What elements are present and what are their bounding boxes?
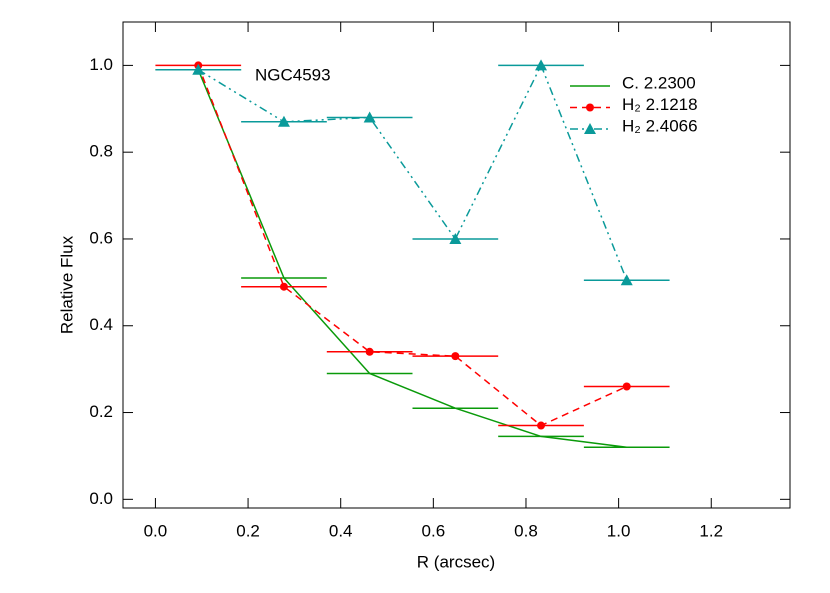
legend-label: C. 2.2300 xyxy=(622,73,696,92)
data-point xyxy=(192,63,205,75)
series-line xyxy=(197,65,628,427)
data-point xyxy=(535,59,548,71)
data-point xyxy=(365,347,374,356)
y-axis-title: Relative Flux xyxy=(57,235,76,334)
legend-marker xyxy=(586,103,594,112)
data-point xyxy=(449,232,462,244)
data-point xyxy=(279,282,288,291)
legend-label: H₂ 2.1218 xyxy=(622,95,698,114)
y-tick-label: 0.0 xyxy=(89,489,113,508)
x-tick-label: 0.8 xyxy=(514,521,538,540)
data-point xyxy=(451,352,460,361)
y-tick-label: 0.6 xyxy=(89,228,113,247)
series-line xyxy=(197,63,628,281)
data-point xyxy=(622,382,631,391)
legend-marker xyxy=(584,123,596,134)
x-tick-label: 0.6 xyxy=(422,521,446,540)
y-tick-label: 0.8 xyxy=(89,142,113,161)
y-tick-label: 0.4 xyxy=(89,315,113,334)
data-point xyxy=(537,421,546,430)
data-point xyxy=(620,274,633,286)
x-tick-label: 0.0 xyxy=(144,521,168,540)
data-point xyxy=(363,111,376,123)
y-tick-label: 0.2 xyxy=(89,402,113,421)
annotation: NGC4593 xyxy=(255,65,331,84)
legend-label: H₂ 2.4066 xyxy=(622,116,698,135)
x-tick-label: 0.4 xyxy=(329,521,353,540)
y-tick-label: 1.0 xyxy=(89,55,113,74)
plot-frame xyxy=(122,21,791,509)
x-tick-label: 1.0 xyxy=(607,521,631,540)
series-line xyxy=(197,69,627,448)
x-axis-title: R (arcsec) xyxy=(417,552,495,571)
x-tick-label: 0.2 xyxy=(236,521,260,540)
x-tick-label: 1.2 xyxy=(699,521,723,540)
data-point xyxy=(277,115,290,127)
